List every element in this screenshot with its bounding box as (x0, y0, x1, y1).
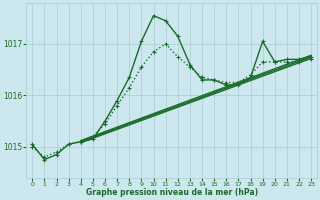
X-axis label: Graphe pression niveau de la mer (hPa): Graphe pression niveau de la mer (hPa) (86, 188, 258, 197)
